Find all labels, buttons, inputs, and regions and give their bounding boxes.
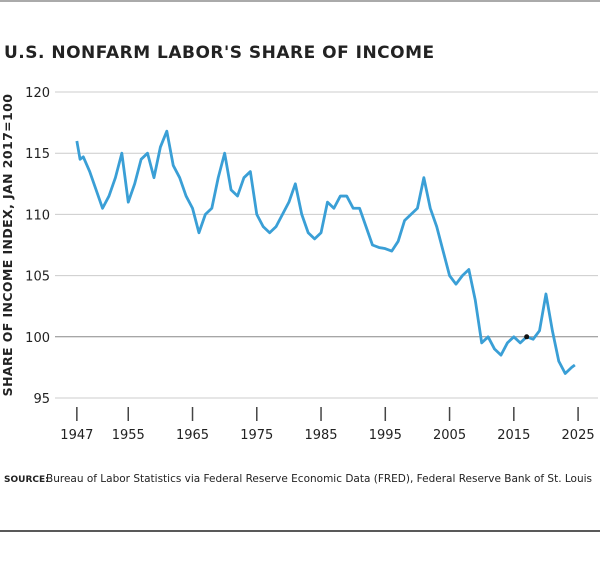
y-tick-label: 110 xyxy=(25,208,50,223)
y-tick-label: 120 xyxy=(25,86,50,101)
x-tick-label: 1985 xyxy=(304,428,337,443)
chart-title: U.S. NONFARM LABOR'S SHARE OF INCOME xyxy=(4,43,435,63)
y-axis-label: SHARE OF INCOME INDEX, JAN 2017=100 xyxy=(0,94,15,397)
x-tick-label: 1975 xyxy=(240,428,273,443)
y-tick-label: 95 xyxy=(33,392,50,407)
data-line xyxy=(75,129,576,375)
y-tick-label: 100 xyxy=(25,331,50,346)
source-text: Bureau of Labor Statistics via Federal R… xyxy=(46,473,592,485)
y-tick-label: 115 xyxy=(25,147,50,162)
x-tick-label: 2015 xyxy=(497,428,530,443)
x-tick-label: 1955 xyxy=(112,428,145,443)
x-tick-label: 2005 xyxy=(433,428,466,443)
y-tick-label: 105 xyxy=(25,270,50,285)
x-tick-label: 2025 xyxy=(562,428,595,443)
x-tick-label: 1947 xyxy=(60,428,93,443)
highlight-point xyxy=(524,334,530,340)
source-label: SOURCE: xyxy=(4,475,49,485)
x-tick-label: 1995 xyxy=(369,428,402,443)
x-tick-label: 1965 xyxy=(176,428,209,443)
